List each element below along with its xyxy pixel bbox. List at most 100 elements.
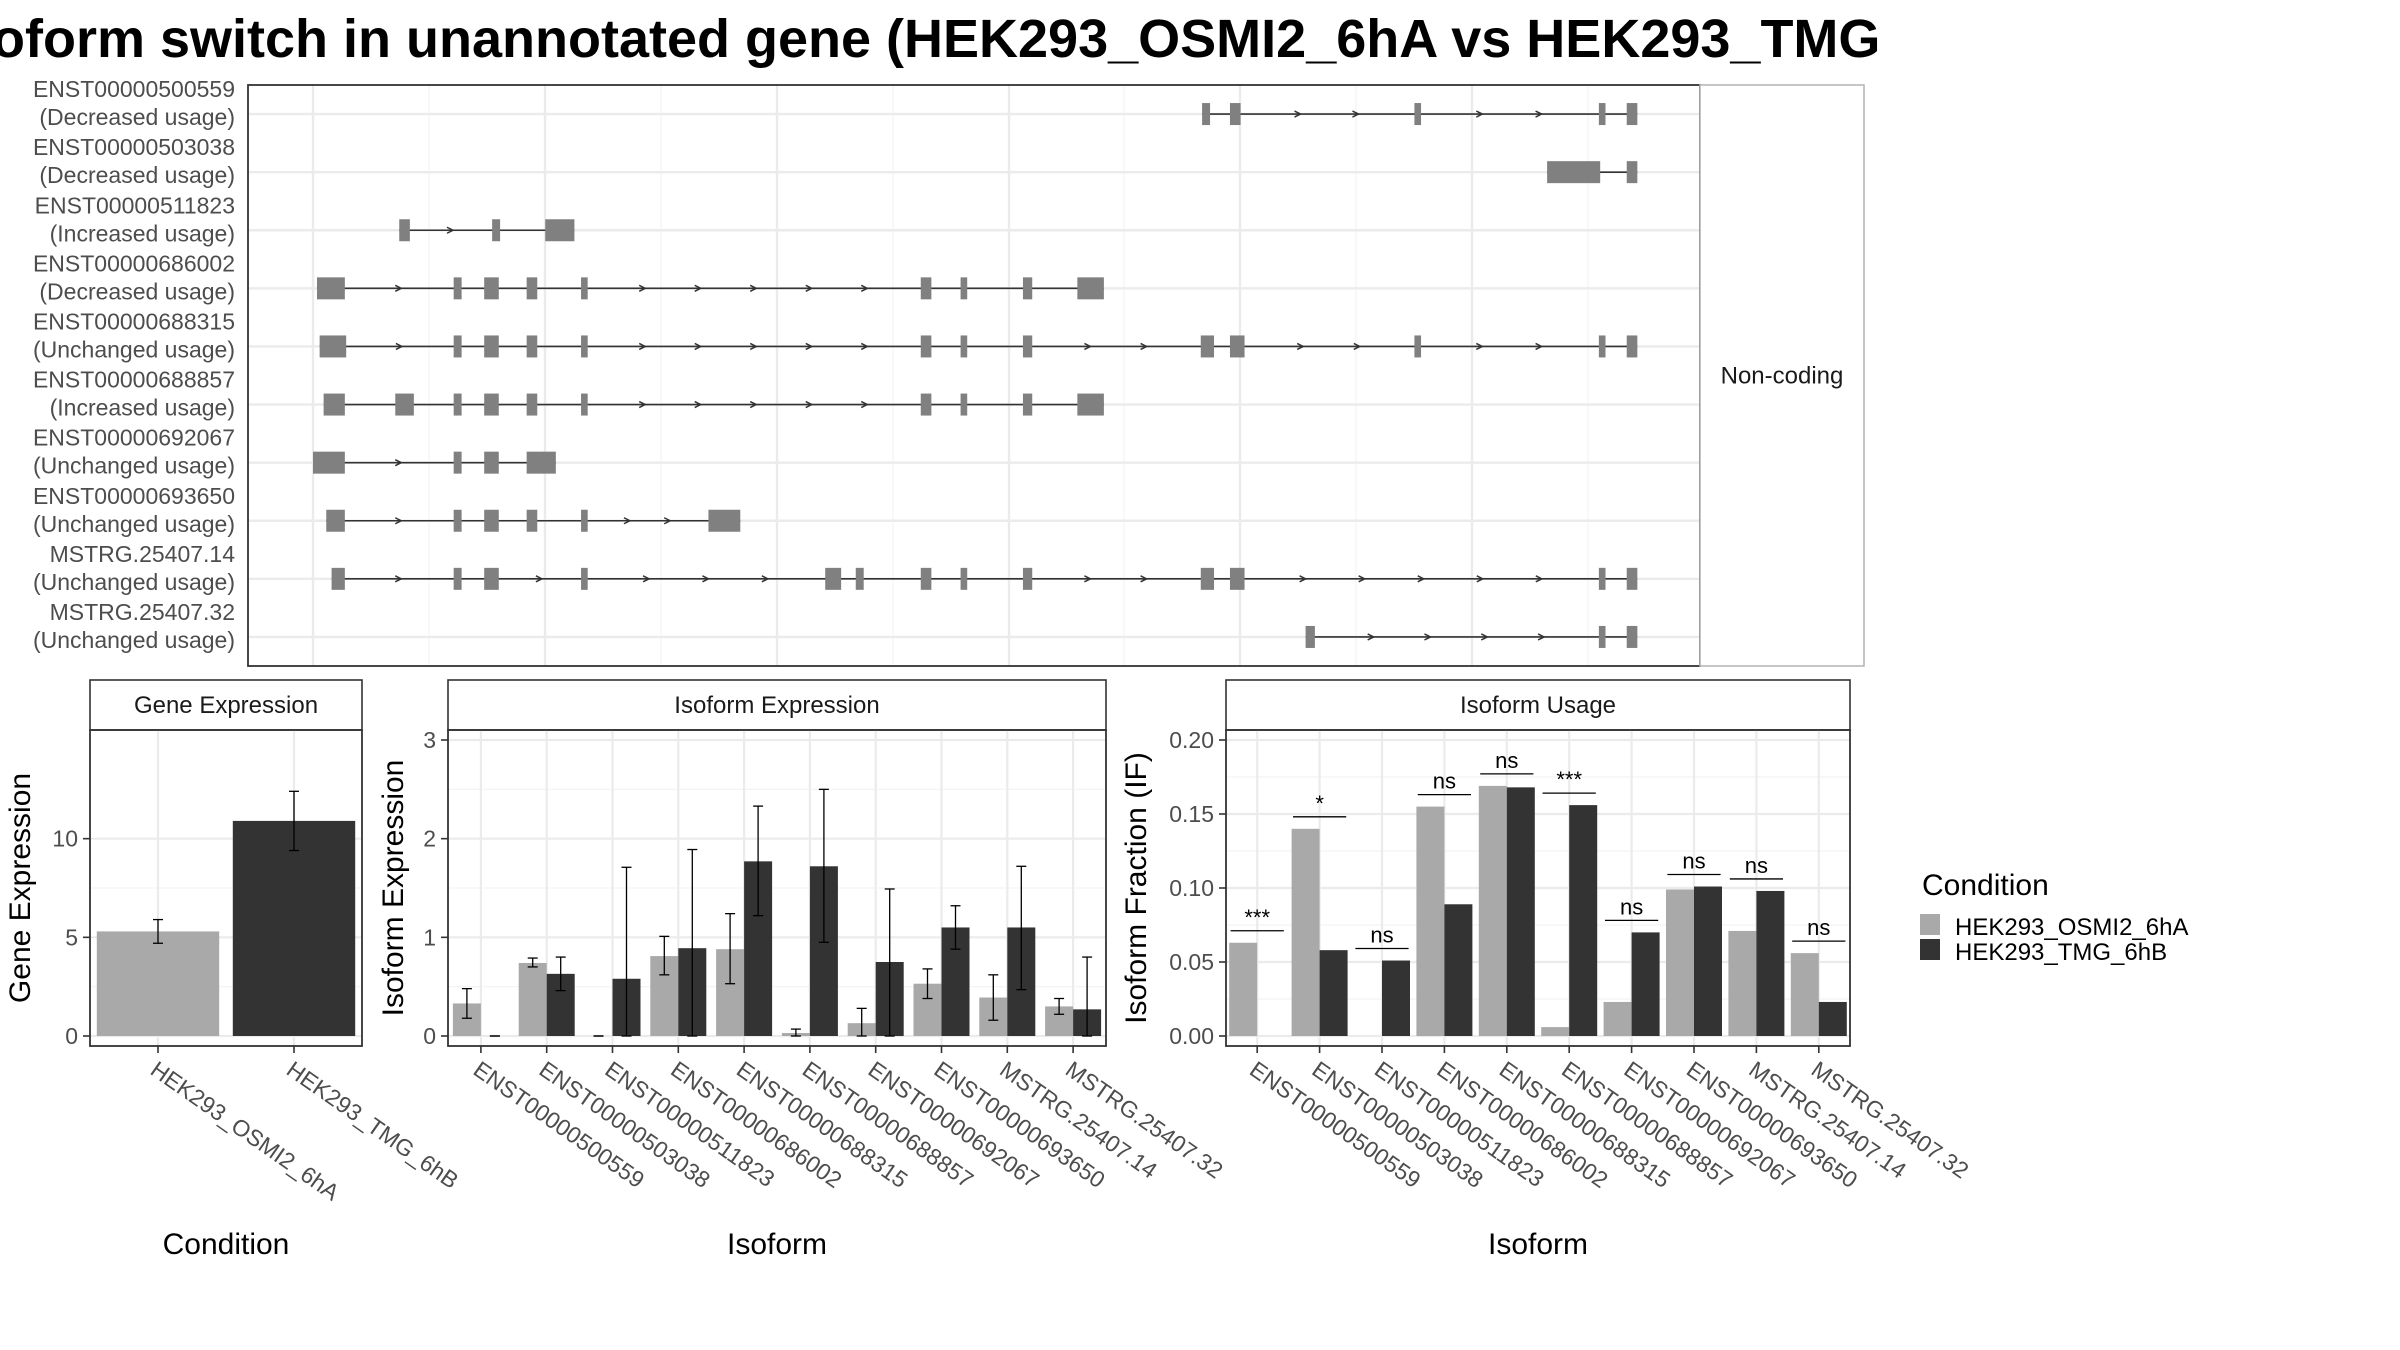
legend-title: Condition bbox=[1922, 869, 2049, 902]
structure-facet-strip bbox=[1699, 84, 1865, 667]
condition-legend: Condition HEK293_OSMI2_6hA HEK293_TMG_6h… bbox=[1920, 869, 2188, 966]
exon-box bbox=[581, 393, 588, 416]
intron-arrow bbox=[1084, 575, 1093, 583]
intron-arrow bbox=[1535, 575, 1544, 583]
intron-arrow bbox=[1352, 110, 1361, 118]
exon-box bbox=[526, 277, 538, 300]
transcript-label-name: MSTRG.25407.32 bbox=[50, 599, 235, 625]
usage-panel-bar bbox=[1506, 787, 1535, 1036]
intron-arrow bbox=[1417, 575, 1426, 583]
intron-arrow bbox=[1358, 575, 1367, 583]
usage-panel-significance-label: *** bbox=[1556, 767, 1582, 792]
intron-arrow bbox=[1475, 110, 1484, 118]
exon-box bbox=[526, 335, 538, 358]
isoexp-panel-y-tick-label: 2 bbox=[423, 826, 436, 852]
exon-box bbox=[1414, 335, 1422, 358]
intron-arrow bbox=[1084, 342, 1093, 351]
exon-box bbox=[1598, 625, 1606, 648]
usage-panel-y-tick-label: 0.05 bbox=[1169, 949, 1214, 975]
exon-box bbox=[331, 567, 345, 590]
usage-panel-bar bbox=[1790, 953, 1819, 1036]
transcript-label-status: (Unchanged usage) bbox=[33, 336, 235, 362]
exon-box bbox=[484, 509, 499, 532]
intron-arrow bbox=[694, 284, 703, 293]
intron-arrow bbox=[1424, 633, 1433, 641]
gene-panel-y-tick-label: 5 bbox=[65, 924, 78, 950]
gene-panel-facet-label: Gene Expression bbox=[134, 692, 318, 719]
plot-title: oform switch in unannotated gene (HEK293… bbox=[0, 9, 1880, 69]
usage-panel-facet-label: Isoform Usage bbox=[1460, 692, 1616, 719]
transcript-label-name: ENST00000693650 bbox=[33, 483, 235, 509]
transcript-label-status: (Decreased usage) bbox=[39, 162, 235, 188]
exon-box bbox=[1598, 103, 1606, 126]
intron-arrow bbox=[860, 400, 869, 409]
exon-box bbox=[1022, 277, 1033, 300]
legend-key-osmi bbox=[1920, 914, 1940, 935]
exon-box bbox=[920, 393, 932, 416]
transcript-label-name: ENST00000500559 bbox=[33, 76, 235, 102]
isoexp-panel-panel-border bbox=[447, 729, 1107, 1047]
exon-box bbox=[1200, 335, 1215, 358]
intron-arrow bbox=[638, 400, 647, 409]
transcript-label-name: ENST00000688857 bbox=[33, 367, 235, 393]
exon-box bbox=[453, 277, 462, 300]
legend-label-tmg: HEK293_TMG_6hB bbox=[1955, 939, 2167, 966]
usage-panel-bar bbox=[1478, 785, 1507, 1036]
intron-arrow bbox=[1535, 342, 1544, 351]
exon-box bbox=[484, 393, 499, 416]
transcript-label-status: (Increased usage) bbox=[50, 220, 235, 246]
exon-box bbox=[1022, 335, 1033, 358]
intron-arrow bbox=[805, 342, 814, 351]
exon-box bbox=[484, 277, 499, 300]
usage-panel-significance-label: ns bbox=[1370, 923, 1393, 948]
exon-box bbox=[545, 219, 575, 242]
usage-panel-y-axis-title: Isoform Fraction (IF) bbox=[1120, 752, 1153, 1024]
usage-panel-facet-strip bbox=[1225, 679, 1851, 731]
exon-box bbox=[1626, 161, 1638, 184]
exon-box bbox=[326, 509, 345, 532]
intron-arrow bbox=[638, 284, 647, 293]
usage-panel-y-tick-label: 0.20 bbox=[1169, 727, 1214, 753]
exon-box bbox=[825, 567, 842, 590]
isoexp-panel-y-tick-label: 3 bbox=[423, 727, 436, 753]
intron-arrow bbox=[749, 284, 758, 293]
usage-panel-bar bbox=[1291, 828, 1320, 1036]
usage-panel-significance-label: ns bbox=[1495, 748, 1518, 773]
exon-box bbox=[581, 335, 588, 358]
exon-box bbox=[526, 393, 538, 416]
exon-box bbox=[484, 567, 499, 590]
exon-box bbox=[1626, 335, 1638, 358]
exon-box bbox=[453, 509, 462, 532]
usage-panel-y-tick-label: 0.00 bbox=[1169, 1023, 1214, 1049]
intron-arrow bbox=[1475, 342, 1484, 351]
intron-arrow bbox=[663, 517, 672, 525]
legend-key-tmg bbox=[1920, 939, 1940, 960]
usage-panel-significance-label: ns bbox=[1620, 894, 1643, 919]
intron-arrow bbox=[394, 517, 403, 525]
usage-panel-bar bbox=[1319, 950, 1348, 1036]
isoexp-panel-y-tick-label: 0 bbox=[423, 1023, 436, 1049]
usage-panel-bar bbox=[1666, 889, 1694, 1036]
exon-box bbox=[1626, 567, 1638, 590]
usage-panel-bar bbox=[1631, 932, 1660, 1036]
exon-box bbox=[526, 451, 556, 474]
intron-arrow bbox=[702, 575, 711, 583]
intron-arrow bbox=[1480, 633, 1489, 641]
intron-arrow bbox=[1140, 342, 1149, 351]
gene-panel-panel-border bbox=[89, 729, 363, 1047]
intron-arrow bbox=[535, 575, 544, 583]
transcript-label-status: (Decreased usage) bbox=[39, 104, 235, 130]
intron-arrow bbox=[1367, 633, 1376, 641]
intron-arrow bbox=[1294, 110, 1303, 118]
intron-arrow bbox=[1140, 575, 1149, 583]
exon-box bbox=[581, 567, 588, 590]
transcript-label-status: (Unchanged usage) bbox=[33, 569, 235, 595]
structure-facet-label: Non-coding bbox=[1721, 363, 1844, 390]
exon-box bbox=[920, 277, 932, 300]
transcript-label-name: ENST00000692067 bbox=[33, 425, 235, 451]
intron-arrow bbox=[394, 458, 403, 467]
exon-box bbox=[708, 509, 741, 532]
transcript-label-name: ENST00000503038 bbox=[33, 134, 235, 160]
intron-arrow bbox=[394, 284, 403, 293]
exon-box bbox=[1229, 335, 1245, 358]
